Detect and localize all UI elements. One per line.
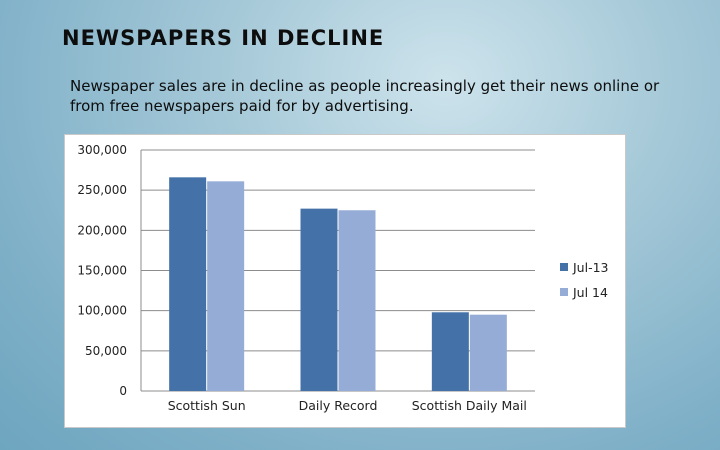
slide-body-text: Newspaper sales are in decline as people…: [70, 77, 660, 115]
legend-label: Jul 14: [572, 285, 608, 300]
legend-swatch: [560, 288, 568, 296]
x-category-label: Scottish Daily Mail: [412, 398, 527, 413]
bar-chart-svg: 0 50,000 100,000 150,000 200,000 250,000 300,0…: [77, 143, 609, 413]
bar: [207, 181, 245, 391]
y-tick-label: 250,000: [77, 183, 127, 197]
legend-label: Jul-13: [572, 260, 609, 275]
y-tick-label: 300,000: [77, 143, 127, 157]
bar: [431, 312, 469, 391]
y-tick-label: 150,000: [77, 264, 127, 278]
slide-title: NEWSPAPERS IN DECLINE: [62, 26, 385, 50]
bar: [469, 314, 507, 391]
legend-swatch: [560, 263, 568, 271]
bar: [338, 210, 376, 391]
y-tick-label: 100,000: [77, 304, 127, 318]
x-category-label: Daily Record: [299, 398, 378, 413]
y-tick-label: 0: [119, 384, 127, 398]
y-tick-label: 50,000: [85, 344, 127, 358]
x-category-label: Scottish Sun: [168, 398, 246, 413]
bar: [300, 208, 338, 391]
bar-chart: 0 50,000 100,000 150,000 200,000 250,000 300,0…: [64, 134, 626, 428]
bar: [169, 177, 207, 391]
y-tick-label: 200,000: [77, 223, 127, 237]
